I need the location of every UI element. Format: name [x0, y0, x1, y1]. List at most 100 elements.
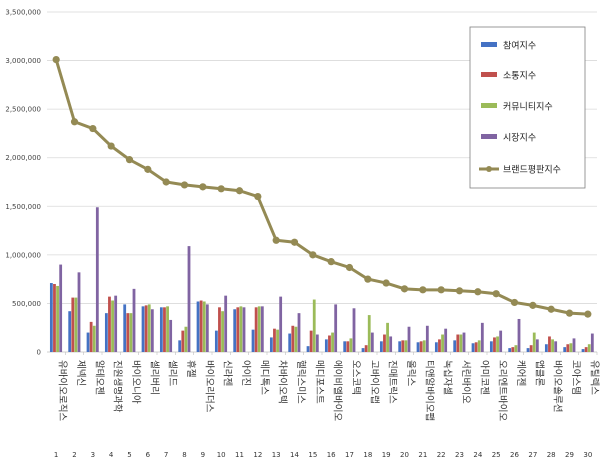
bar-30-series-4 [590, 333, 594, 352]
bar-2-series-3 [74, 297, 78, 352]
bar-11-series-1 [233, 309, 237, 352]
bar-26-series-4 [517, 318, 521, 352]
bar-12-series-3 [257, 306, 261, 352]
x-rank-label: 25 [492, 451, 501, 459]
x-category-label: 고바이오랩 [368, 360, 380, 404]
bar-6-series-2 [144, 305, 148, 352]
bar-26-series-1 [508, 348, 512, 352]
bar-8-series-3 [184, 326, 188, 352]
line-point-22 [437, 286, 445, 294]
bar-10-series-1 [214, 330, 218, 352]
bar-6-series-3 [147, 304, 151, 352]
bar-16-series-4 [334, 304, 338, 352]
line-point-28 [547, 305, 555, 313]
bar-28-series-1 [544, 344, 548, 352]
x-rank-label: 28 [547, 451, 556, 459]
bar-4-series-1 [104, 313, 108, 352]
bar-23-series-1 [453, 340, 457, 352]
y-tick-label: 1,500,000 [5, 203, 41, 211]
bar-2-series-2 [71, 297, 75, 352]
x-rank-label: 14 [290, 451, 299, 459]
line-point-12 [254, 192, 262, 201]
bar-1-series-3 [56, 285, 59, 352]
bar-11-series-4 [242, 307, 246, 352]
x-category-label: 진매트릭스 [387, 360, 399, 404]
legend-label: 소통지수 [503, 71, 536, 82]
bar-9-series-4 [205, 304, 209, 352]
bar-17-series-4 [352, 308, 356, 352]
x-category-label: 오스코텍 [350, 360, 361, 395]
bar-18-series-1 [361, 348, 365, 352]
x-category-label: 앱클론 [533, 360, 545, 386]
bar-22-series-4 [444, 328, 448, 352]
bar-5-series-4 [132, 288, 136, 352]
x-rank-label: 7 [164, 451, 168, 459]
x-category-label: 휴젤 [185, 360, 197, 378]
bar-9-series-3 [202, 301, 206, 352]
bar-15-series-2 [309, 330, 313, 352]
bar-10-series-4 [224, 295, 228, 352]
y-tick-label: 1,000,000 [5, 251, 41, 259]
x-category-label: 녹십자셀 [442, 360, 453, 395]
bar-1-series-4 [59, 264, 63, 352]
bar-30-series-1 [581, 349, 585, 352]
bar-27-series-1 [526, 348, 530, 352]
x-rank-label: 10 [217, 451, 226, 459]
line-point-14 [290, 238, 299, 246]
bar-13-series-1 [269, 337, 273, 352]
bar-27-series-2 [529, 345, 533, 352]
x-rank-label: 4 [109, 451, 114, 459]
line-point-15 [309, 251, 317, 259]
line-point-2 [70, 118, 79, 126]
bar-28-series-2 [548, 336, 551, 352]
bar-5-series-3 [129, 313, 133, 352]
x-rank-label: 26 [510, 451, 519, 459]
bar-18-series-3 [367, 315, 371, 352]
bar-3-series-2 [89, 321, 93, 352]
bar-29-series-3 [569, 343, 573, 352]
x-category-label: 바이오리더스 [203, 360, 214, 413]
bar-30-series-2 [584, 347, 588, 352]
bar-16-series-3 [331, 332, 334, 352]
x-rank-label: 22 [437, 451, 446, 459]
line-point-5 [125, 156, 134, 164]
x-category-label: 티앤알바이오팹 [423, 360, 434, 421]
x-rank-label: 5 [127, 451, 131, 459]
bar-12-series-2 [254, 307, 258, 352]
bar-28-series-3 [551, 339, 554, 352]
x-category-label: 바이오니아 [130, 360, 141, 404]
bar-15-series-1 [306, 346, 310, 352]
line-point-13 [272, 236, 280, 244]
bar-8-series-1 [178, 340, 182, 352]
bar-12-series-4 [260, 306, 264, 352]
x-rank-label: 16 [327, 451, 336, 459]
x-category-label: 셀리버리 [148, 360, 159, 395]
bar-28-series-4 [554, 341, 558, 352]
bar-6-series-4 [150, 309, 154, 352]
x-rank-label: 24 [473, 451, 482, 459]
bar-30-series-3 [587, 344, 591, 352]
legend-label: 참여지수 [503, 40, 536, 52]
line-point-6 [144, 165, 152, 173]
legend-swatch-marker [486, 166, 492, 172]
line-point-9 [199, 183, 207, 191]
bar-19-series-4 [389, 336, 393, 352]
x-category-label: 진원생명과학 [112, 360, 123, 413]
bar-7-series-1 [159, 307, 163, 352]
bar-19-series-3 [386, 322, 389, 352]
bar-9-series-2 [199, 300, 203, 352]
bar-24-series-3 [477, 340, 481, 352]
bar-2-series-4 [77, 272, 81, 352]
bar-22-series-2 [438, 339, 441, 352]
x-rank-label: 19 [382, 451, 391, 459]
bar-13-series-4 [279, 296, 283, 352]
bar-21-series-2 [419, 341, 423, 352]
bar-14-series-4 [297, 313, 301, 352]
x-rank-label: 20 [400, 451, 409, 459]
line-point-17 [345, 263, 354, 272]
bar-19-series-1 [379, 341, 383, 352]
x-rank-label: 1 [54, 451, 58, 459]
line-point-16 [327, 258, 335, 266]
line-point-29 [565, 309, 574, 317]
x-category-label: 에이비엘바이오 [332, 360, 343, 421]
